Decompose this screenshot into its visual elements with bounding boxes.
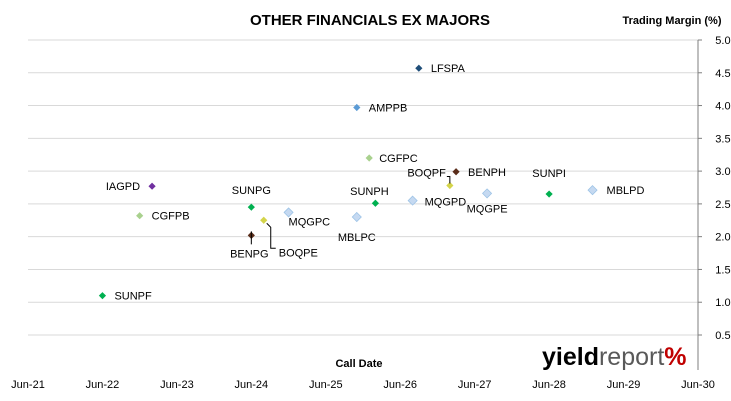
x-axis-title: Call Date [335, 358, 382, 370]
point-marker [260, 216, 268, 224]
x-tick-label: Jun-21 [11, 379, 45, 391]
data-point-mblpd: MBLPD [587, 185, 645, 197]
data-point-mblpc: MBLPC [338, 211, 376, 244]
x-tick-label: Jun-22 [86, 379, 120, 391]
y-tick-label: 2.50 [715, 199, 731, 211]
data-point-sunpf: SUNPF [98, 291, 152, 303]
point-marker [148, 182, 156, 190]
data-points: SUNPF CGFPB IAGPD SUNPG BENPG BOQPE MQGPC AMPPB… [98, 63, 645, 303]
y-tick-labels: 0.50 1.00 1.50 2.00 2.50 3.00 3.50 4.00 4.50 5.00 [715, 35, 731, 342]
y-tick-label: 1.50 [715, 264, 731, 276]
chart-title: OTHER FINANCIALS EX MAJORS [250, 12, 490, 29]
x-tick-label: Jun-28 [532, 379, 566, 391]
point-label: SUNPI [532, 168, 566, 180]
point-marker [353, 103, 361, 112]
point-label: MQGPE [467, 203, 508, 215]
point-marker [446, 181, 454, 190]
point-marker [365, 154, 373, 162]
point-label: IAGPD [106, 181, 140, 193]
point-marker [247, 203, 255, 211]
y-tick-label: 1.00 [715, 297, 731, 309]
point-marker [545, 190, 553, 198]
x-tick-label: Jun-30 [681, 379, 715, 391]
data-point-boqpe: BOQPE [260, 216, 318, 259]
x-tick-label: Jun-24 [235, 379, 269, 391]
point-label: MQGPC [289, 216, 331, 228]
y-tick-label: 3.00 [715, 166, 731, 178]
point-marker [136, 212, 144, 220]
data-point-cgfpb: CGFPB [136, 211, 190, 223]
y-tick-label: 3.50 [715, 133, 731, 145]
leader-line [266, 222, 276, 249]
data-point-mqgpe: MQGPE [467, 188, 508, 215]
leader-line [446, 176, 451, 184]
x-tick-label: Jun-23 [160, 379, 194, 391]
y-tick-label: 2.00 [715, 232, 731, 244]
point-label: CGFPC [379, 153, 418, 165]
data-point-benph: BENPH [452, 167, 506, 179]
data-point-amppb: AMPPB [353, 103, 407, 115]
point-marker [452, 168, 460, 176]
point-label: BENPH [468, 167, 506, 179]
brand-part2: report [599, 343, 664, 371]
point-marker [371, 199, 380, 207]
data-point-lfspa: LFSPA [415, 63, 466, 75]
x-tick-label: Jun-29 [607, 379, 641, 391]
point-label: MBLPC [338, 232, 376, 244]
data-point-sunph: SUNPH [350, 186, 389, 207]
x-tick-label: Jun-26 [383, 379, 417, 391]
data-point-boqpf: BOQPF [407, 168, 454, 190]
data-point-mqgpc: MQGPC [283, 207, 331, 228]
point-marker [587, 185, 598, 196]
point-label: MBLPD [607, 185, 645, 197]
point-label: BOQPF [407, 168, 446, 180]
brand-part3: % [664, 343, 686, 371]
point-label: LFSPA [431, 63, 466, 75]
y-tick-label: 4.50 [715, 68, 731, 80]
point-marker [415, 64, 423, 72]
y-axis-title: Trading Margin (%) [623, 15, 722, 27]
data-point-iagpd: IAGPD [106, 181, 156, 193]
data-point-benpg: BENPG [230, 231, 269, 260]
point-label: SUNPH [350, 186, 389, 198]
point-marker [407, 195, 418, 206]
point-label: AMPPB [369, 103, 408, 115]
x-tick-labels: Jun-21 Jun-22 Jun-23 Jun-24 Jun-25 Jun-26 Jun-… [11, 379, 715, 391]
point-label: MQGPD [425, 197, 467, 209]
data-point-mqgpd: MQGPD [407, 195, 467, 209]
point-marker [283, 207, 294, 218]
data-point-sunpi: SUNPI [532, 168, 566, 198]
point-marker [482, 188, 493, 199]
y-tick-label: 4.00 [715, 101, 731, 113]
point-label: BENPG [230, 248, 269, 260]
point-label: BOQPE [279, 247, 318, 259]
x-tick-label: Jun-27 [458, 379, 492, 391]
point-label: CGFPB [152, 211, 190, 223]
y-tick-label: 5.00 [715, 35, 731, 47]
x-tick-label: Jun-25 [309, 379, 343, 391]
point-label: SUNPG [232, 185, 271, 197]
brand-part1: yield [542, 343, 599, 371]
data-point-sunpg: SUNPG [232, 185, 271, 211]
gridlines [28, 39, 702, 336]
data-point-cgfpc: CGFPC [365, 153, 418, 165]
y-tick-label: 0.50 [715, 330, 731, 342]
point-label: SUNPF [114, 291, 152, 303]
point-marker [98, 292, 107, 300]
brand-logo: yieldreport% [542, 343, 687, 371]
point-marker [351, 211, 362, 223]
